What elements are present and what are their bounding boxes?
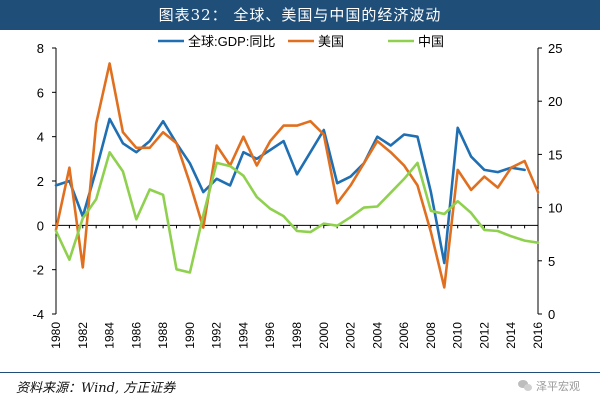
x-tick-label: 2002 <box>344 322 358 349</box>
watermark-label: 泽平宏观 <box>536 380 580 393</box>
left-y-tick-label: -2 <box>32 263 44 278</box>
series-line-1 <box>54 117 526 265</box>
x-tick-label: 1996 <box>263 322 277 349</box>
right-y-tick-label: 25 <box>548 41 562 56</box>
x-tick-label: 2016 <box>531 322 545 349</box>
footer-divider <box>0 372 600 373</box>
x-tick-label: 1994 <box>236 322 250 349</box>
x-tick-label: 1988 <box>156 322 170 349</box>
x-tick-label: 2006 <box>397 322 411 349</box>
x-tick-label: 1986 <box>129 322 143 349</box>
left-y-tick-label: 2 <box>37 174 44 189</box>
series-line-2 <box>54 62 540 289</box>
left-y-tick-label: 4 <box>37 130 44 145</box>
right-y-tick-label: 15 <box>548 147 562 162</box>
x-tick-label: 2000 <box>317 322 331 349</box>
x-tick-label: 2012 <box>477 322 491 349</box>
series-line-3 <box>54 151 540 274</box>
x-tick-label: 1998 <box>290 322 304 349</box>
wechat-icon <box>518 380 532 392</box>
legend-item-global-label: 全球:GDP:同比 <box>188 34 275 49</box>
right-y-tick-label: 10 <box>548 201 562 216</box>
x-tick-label: 1990 <box>183 322 197 349</box>
x-tick-label: 1992 <box>210 322 224 349</box>
right-y-tick-label: 20 <box>548 94 562 109</box>
x-tick-label: 1984 <box>103 322 117 349</box>
legend-item-china-label: 中国 <box>418 34 444 49</box>
x-tick-label: 2008 <box>424 322 438 349</box>
x-tick-label: 1980 <box>49 322 63 349</box>
right-y-tick-label: 0 <box>548 307 555 322</box>
left-y-tick-label: 6 <box>37 85 44 100</box>
x-tick-label: 2010 <box>451 322 465 349</box>
chart-area: 8 6 4 2 0 -2 -4 25 20 15 10 5 0 1980 1982 1984 1986 1988 1… <box>0 30 600 370</box>
source-note: 资料来源：Wind, 方正证券 <box>16 381 176 396</box>
watermark: 泽平宏观 <box>518 378 580 394</box>
x-tick-label: 1982 <box>76 322 90 349</box>
title-bar <box>0 0 600 30</box>
left-y-tick-label: -4 <box>32 307 44 322</box>
right-y-tick-label: 5 <box>548 254 555 269</box>
x-tick-label: 2004 <box>370 322 384 349</box>
legend-item-us-label: 美国 <box>318 34 344 49</box>
chart-title: 图表32： 全球、美国与中国的经济波动 <box>158 6 442 24</box>
left-y-tick-label: 0 <box>37 218 44 233</box>
left-y-tick-label: 8 <box>37 41 44 56</box>
x-tick-label: 2014 <box>504 322 518 349</box>
